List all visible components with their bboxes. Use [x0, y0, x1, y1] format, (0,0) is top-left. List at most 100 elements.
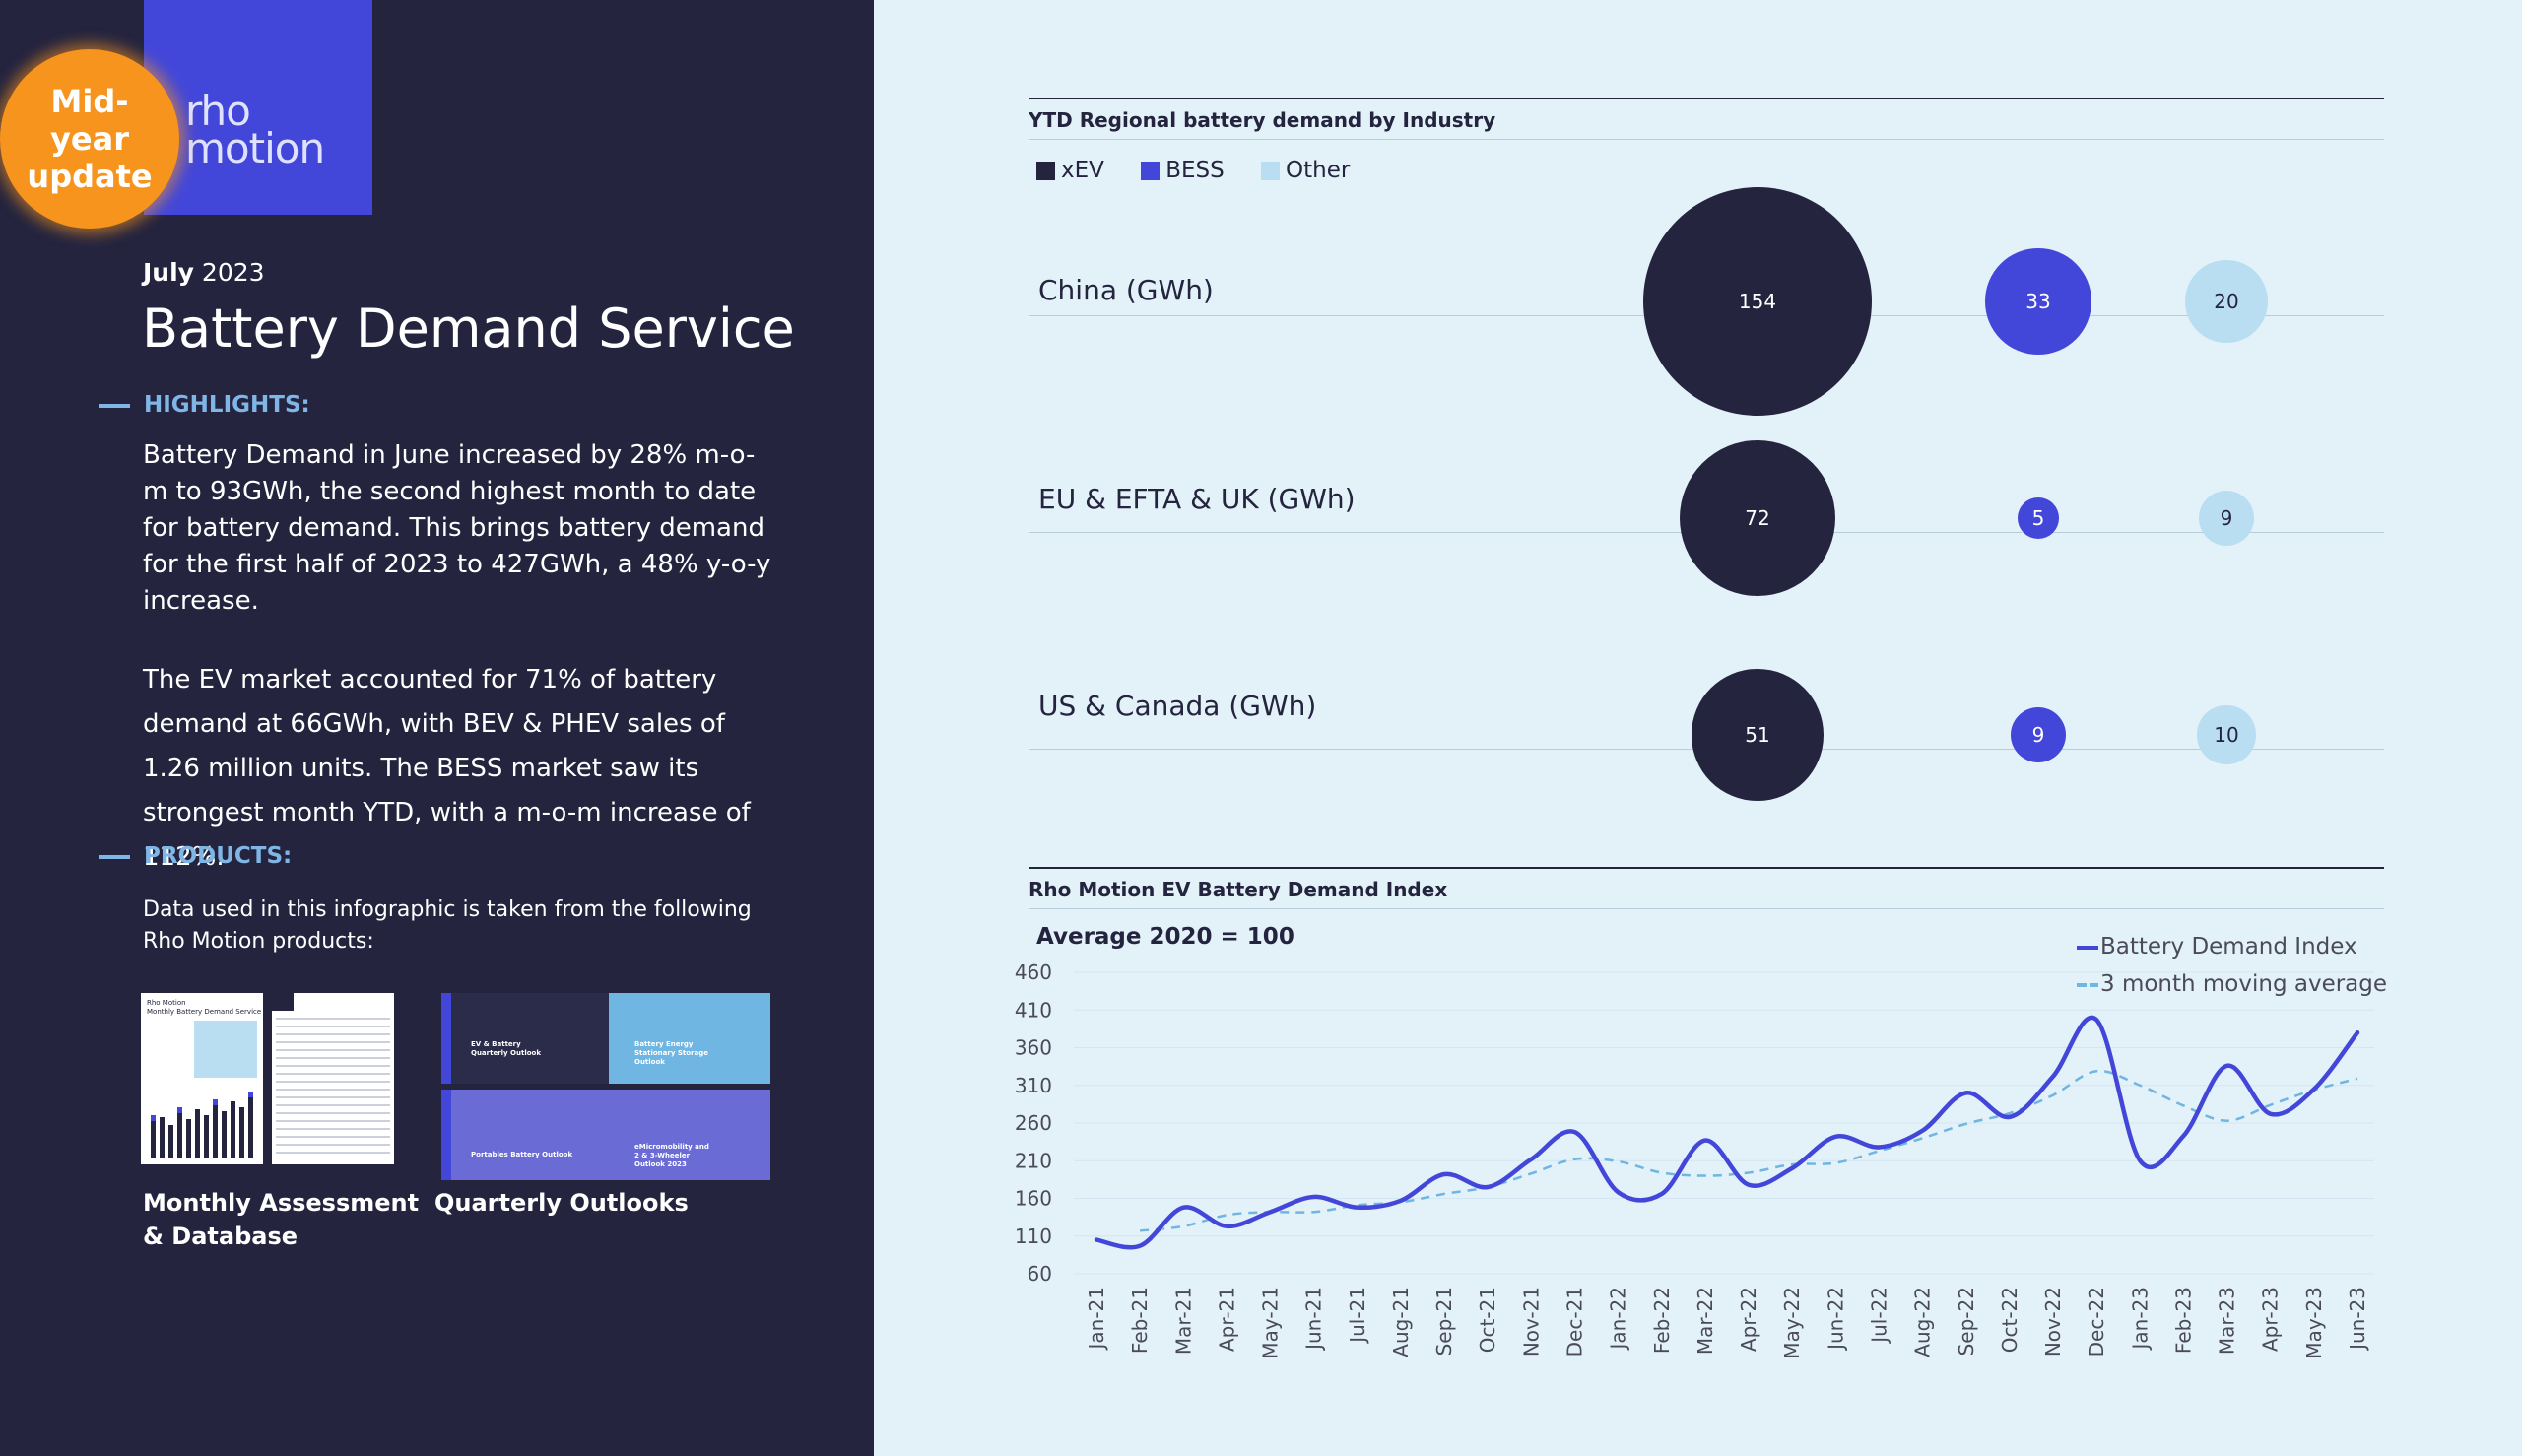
highlights-heading: HIGHLIGHTS:	[99, 392, 310, 418]
x-tick-label: Apr-22	[1737, 1287, 1760, 1352]
x-tick-label: Jan-22	[1607, 1287, 1630, 1352]
x-tick-label: Dec-22	[2085, 1287, 2108, 1357]
y-tick-label: 110	[1015, 1224, 1052, 1248]
badge-text: Mid- year update	[27, 83, 153, 195]
x-tick-label: Oct-21	[1476, 1287, 1499, 1353]
monthly-assessment-thumbnail: Rho Motion Monthly Battery Demand Servic…	[141, 993, 263, 1164]
x-tick-label: Feb-23	[2171, 1287, 2195, 1354]
micromobility-outlook-thumbnail: eMicromobility and 2 & 3-Wheeler Outlook…	[609, 1090, 770, 1180]
legend-swatch-bess	[1141, 161, 1161, 180]
left-panel: rho motion Mid- year update July 2023 Ba…	[0, 0, 874, 1456]
portables-outlook-text: Portables Battery Outlook	[471, 1151, 573, 1158]
y-tick-label: 260	[1015, 1111, 1052, 1135]
x-tick-label: Mar-22	[1693, 1287, 1717, 1355]
line-chart-title: Rho Motion EV Battery Demand Index	[1029, 878, 1448, 901]
x-tick-label: Jul-21	[1346, 1287, 1369, 1345]
micromobility-outlook-text: eMicromobility and 2 & 3-Wheeler Outlook…	[634, 1143, 709, 1168]
y-tick-label: 160	[1015, 1187, 1052, 1211]
legend-item-xev: xEV	[1036, 158, 1104, 183]
monthly-cover-text: Rho Motion Monthly Battery Demand Servic…	[147, 999, 262, 1016]
line-chart-top-rule	[1029, 867, 2384, 869]
report-year: 2023	[201, 258, 265, 287]
ev-battery-outlook-thumbnail: EV & Battery Quarterly Outlook	[441, 993, 613, 1084]
ev-outlook-text: EV & Battery Quarterly Outlook	[471, 1040, 542, 1057]
x-tick-label: Jun-21	[1302, 1287, 1326, 1352]
x-tick-label: Nov-21	[1519, 1287, 1543, 1357]
mid-year-update-badge: Mid- year update	[0, 49, 179, 229]
legend-item-bess: BESS	[1141, 158, 1225, 183]
database-thumbnail	[272, 993, 394, 1164]
bubble-other: 9	[2198, 490, 2255, 547]
x-tick-label: Jun-23	[2346, 1287, 2369, 1352]
legend-label-xev: xEV	[1061, 158, 1104, 183]
bess-outlook-text: Battery Energy Stationary Storage Outloo…	[634, 1040, 708, 1066]
legend-swatch-xev	[1036, 161, 1055, 180]
page-title: Battery Demand Service	[142, 298, 795, 360]
report-month: July	[143, 258, 194, 287]
y-tick-label: 310	[1015, 1074, 1052, 1097]
bubble-other: 20	[2185, 260, 2268, 343]
bubble-xev: 72	[1679, 439, 1836, 597]
bubble-chart-top-rule	[1029, 98, 2384, 99]
legend-label-moving-average: 3 month moving average	[2100, 971, 2388, 997]
quarterly-outlooks-label: Quarterly Outlooks	[434, 1189, 689, 1217]
bubble-bess: 33	[1985, 248, 2091, 355]
products-intro: Data used in this infographic is taken f…	[143, 897, 752, 954]
database-header-block	[272, 993, 294, 1011]
thumbnail-mini-chart	[151, 1092, 253, 1158]
x-tick-label: Sep-21	[1432, 1287, 1456, 1356]
x-tick-label: Aug-21	[1389, 1287, 1413, 1357]
x-tick-label: Jan-21	[1085, 1287, 1108, 1352]
bubble-chart-title-rule	[1029, 139, 2384, 140]
products-heading-text: PRODUCTS:	[144, 843, 293, 869]
bubble-bess: 5	[2018, 497, 2059, 539]
highlights-paragraph-2: The EV market accounted for 71% of batte…	[143, 665, 751, 872]
x-tick-label: Jul-22	[1867, 1287, 1891, 1345]
y-tick-label: 60	[1028, 1262, 1052, 1286]
y-tick-label: 410	[1015, 998, 1052, 1022]
products-heading: PRODUCTS:	[99, 843, 292, 869]
legend-label-bess: BESS	[1165, 158, 1225, 183]
x-tick-label: Feb-22	[1650, 1287, 1674, 1354]
x-tick-label: Apr-23	[2259, 1287, 2283, 1352]
row-label: China (GWh)	[1038, 274, 1214, 306]
y-tick-label: 360	[1015, 1036, 1052, 1060]
bubble-other: 10	[2197, 705, 2256, 764]
logo-text: rho motion	[185, 87, 325, 172]
database-table-lines	[276, 1018, 390, 1154]
x-tick-label: May-22	[1780, 1287, 1804, 1359]
thumbnail-highlight-block	[194, 1021, 257, 1078]
x-tick-label: Dec-21	[1563, 1287, 1587, 1357]
bess-outlook-thumbnail: Battery Energy Stationary Storage Outloo…	[609, 993, 770, 1084]
y-tick-label: 460	[1015, 960, 1052, 984]
legend-item-moving-average: 3 month moving average	[2077, 965, 2387, 1003]
x-tick-label: Oct-22	[1998, 1287, 2022, 1353]
x-tick-label: Mar-21	[1171, 1287, 1195, 1355]
legend-label-other: Other	[1286, 158, 1351, 183]
battery-demand-index-line	[1094, 1015, 2360, 1250]
legend-line-moving-average	[2077, 982, 2098, 987]
bubble-xev: 154	[1643, 187, 1872, 416]
row-label: US & Canada (GWh)	[1038, 690, 1317, 722]
line-chart-subtitle: Average 2020 = 100	[1036, 924, 1294, 950]
legend-item-other: Other	[1261, 158, 1350, 183]
x-tick-label: Sep-22	[1955, 1287, 1978, 1356]
x-tick-label: Jan-23	[2128, 1287, 2152, 1352]
legend-item-index: Battery Demand Index	[2077, 928, 2387, 965]
y-tick-label: 210	[1015, 1149, 1052, 1172]
x-tick-label: Mar-23	[2216, 1287, 2239, 1355]
x-tick-label: Nov-22	[2041, 1287, 2065, 1357]
legend-line-index	[2077, 945, 2098, 950]
dash-icon	[99, 854, 130, 859]
x-tick-label: Jun-22	[1824, 1287, 1847, 1352]
bubble-bess: 9	[2010, 706, 2067, 763]
x-tick-label: May-23	[2302, 1287, 2326, 1359]
portables-outlook-thumbnail: Portables Battery Outlook	[441, 1090, 613, 1180]
line-chart-title-rule	[1029, 908, 2384, 909]
legend-label-index: Battery Demand Index	[2100, 934, 2357, 960]
legend-swatch-other	[1261, 161, 1281, 180]
highlights-paragraph-1: Battery Demand in June increased by 28% …	[143, 440, 771, 616]
x-tick-label: May-21	[1259, 1287, 1283, 1359]
highlights-heading-text: HIGHLIGHTS:	[144, 392, 310, 418]
